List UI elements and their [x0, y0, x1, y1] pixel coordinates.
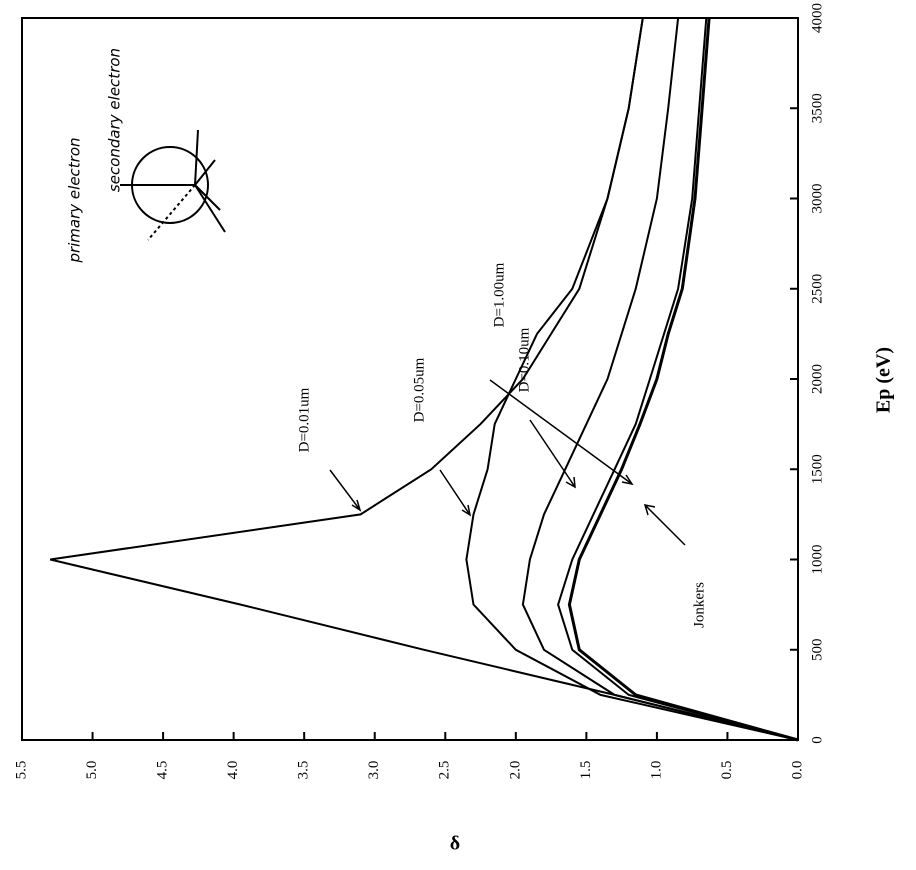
y-tick-label: 2.0	[507, 761, 523, 780]
x-tick-label: 1500	[809, 454, 825, 484]
annotation-arrows	[329, 379, 686, 546]
sketch	[120, 129, 226, 241]
y-tick-label: 5.5	[13, 761, 29, 780]
x-tick-label: 2000	[809, 364, 825, 394]
x-tick-label: 3000	[809, 184, 825, 214]
x-tick-label: 2500	[809, 274, 825, 304]
x-tick-label: 500	[809, 639, 825, 662]
plot-frame	[21, 17, 799, 741]
y-tick-label: 4.5	[155, 761, 171, 780]
series-line	[567, 17, 799, 742]
y-tick-label: 1.0	[648, 761, 664, 780]
y-tick-label: 1.5	[578, 761, 594, 780]
x-tick-label: 4000	[809, 3, 825, 33]
y-axis-title: δ	[450, 833, 460, 855]
y-tick-label: 2.5	[437, 761, 453, 780]
y-tick-label: 5.0	[84, 761, 100, 780]
series-label: D=0.05um	[411, 357, 427, 422]
series-line	[465, 17, 799, 741]
series-line	[49, 17, 799, 741]
annotation: primary electron	[66, 137, 84, 263]
y-tick-label: 0.5	[719, 761, 735, 780]
x-tick-label: 0	[809, 736, 825, 744]
series-label: D=1.00um	[491, 262, 507, 327]
series-label: D=0.10um	[516, 327, 532, 392]
x-tick-label: 3500	[809, 93, 825, 123]
series-label: Jonkers	[691, 582, 707, 628]
series-line	[557, 17, 799, 741]
series-line	[521, 17, 799, 741]
y-tick-label: 3.5	[296, 761, 312, 780]
y-tick-label: 3.0	[366, 761, 382, 780]
y-tick-label: 0.0	[789, 761, 805, 780]
y-tick-label: 4.0	[225, 761, 241, 780]
x-axis-title: Ep (eV)	[873, 347, 895, 413]
x-tick-label: 1000	[809, 545, 825, 575]
series-label: D=0.01um	[296, 387, 312, 452]
annotation: secondary electron	[106, 48, 124, 192]
